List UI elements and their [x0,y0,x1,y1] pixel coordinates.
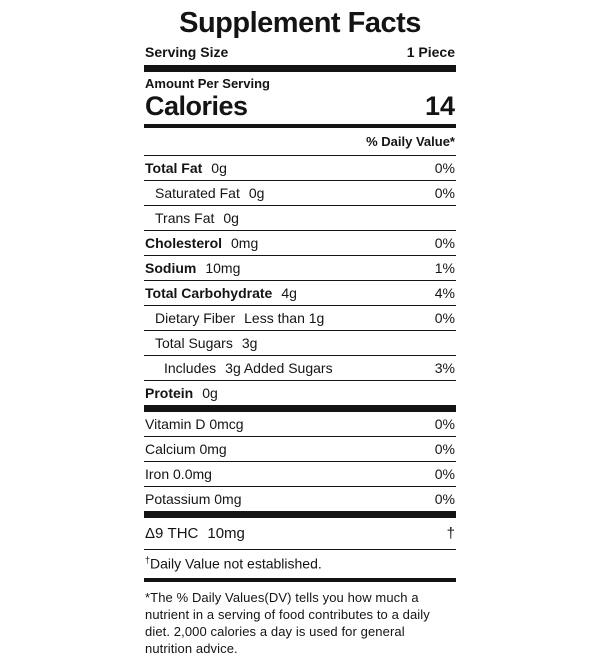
nutrient-amount: 10mg [207,525,245,542]
nutrient-amount: 3g [241,335,258,351]
nutrient-name: Total Carbohydrate [145,285,273,301]
calories-label: Calories [145,91,248,121]
nutrient-daily-value: 4% [434,285,455,301]
nutrient-row-left: Sodium 10mg [145,260,240,276]
nutrient-daily-value: 0% [434,491,455,507]
nutrient-row: Total Carbohydrate 4g 4% [144,281,456,306]
nutrient-daily-value: 3% [434,360,455,376]
nutrient-name: Includes [164,360,217,376]
dagger-text: Daily Value not established. [150,555,322,572]
label-title: Supplement Facts [179,7,421,39]
nutrient-name: Vitamin D 0mcg [145,416,244,432]
nutrient-name: Total Sugars [155,335,233,351]
nutrient-section-vitamins: Vitamin D 0mcg 0% Calcium 0mg 0% Iron 0.0mg 0… [144,412,456,511]
nutrient-amount: 0mg [231,235,259,251]
nutrient-amount: 0g [202,385,218,401]
nutrient-row: Trans Fat 0g [144,206,456,231]
nutrient-daily-value: 1% [434,260,455,276]
nutrient-row: Potassium 0mg 0% [144,487,456,511]
nutrient-row-left: Dietary Fiber Less than 1g [155,310,324,326]
divider-thick [144,511,456,518]
nutrient-amount: 0g [248,185,265,201]
serving-size-row: Serving Size 1 Piece [144,42,456,65]
nutrient-row: Dietary Fiber Less than 1g 0% [144,306,456,331]
nutrient-row: Cholesterol 0mg 0% [144,231,456,256]
divider-thick [144,65,456,72]
calories-row: Calories 14 [144,91,456,124]
nutrient-amount: 0g [223,210,239,226]
nutrient-row-left: Trans Fat 0g [155,210,239,226]
nutrient-row: Saturated Fat 0g 0% [144,181,456,206]
nutrient-row-left: Calcium 0mg [145,441,227,457]
nutrient-name: Trans Fat [155,210,215,226]
serving-size-value: 1 Piece [406,44,455,60]
dagger-symbol: † [145,555,151,565]
nutrient-name: Δ9 THC [145,525,199,542]
calories-value: 14 [424,91,455,121]
nutrient-name: Sodium [145,260,197,276]
nutrient-row-left: Δ9 THC 10mg [145,525,245,542]
dagger-footnote: †Daily Value not established. [144,549,456,582]
nutrient-row: Iron 0.0mg 0% [144,462,456,487]
nutrient-name: Calcium 0mg [145,441,227,457]
nutrient-row: Δ9 THC 10mg † [144,518,456,549]
serving-size-label: Serving Size [145,44,229,60]
nutrient-amount: 10mg [205,260,241,276]
nutrient-row: Calcium 0mg 0% [144,437,456,462]
nutrient-daily-value: 0% [434,416,455,432]
nutrient-row: Includes 3g Added Sugars 3% [144,356,456,381]
nutrient-daily-value: † [446,525,455,542]
nutrient-daily-value: 0% [434,160,455,176]
nutrient-amount: 3g Added Sugars [225,360,333,376]
nutrient-row: Total Fat 0g 0% [144,156,456,181]
nutrient-row: Sodium 10mg 1% [144,256,456,281]
nutrient-row-left: Potassium 0mg [145,491,241,507]
nutrient-row: Protein 0g [144,381,456,405]
nutrient-row-left: Total Fat 0g [145,160,227,176]
nutrient-row-left: Protein 0g [145,385,218,401]
nutrient-daily-value: 0% [434,441,455,457]
nutrient-row-left: Cholesterol 0mg [145,235,258,251]
nutrient-amount: 4g [281,285,297,301]
divider-medium [144,124,456,128]
nutrient-amount: Less than 1g [244,310,325,326]
nutrient-amount: 0g [211,160,227,176]
nutrient-row-left: Vitamin D 0mcg [145,416,244,432]
nutrient-row-left: Total Sugars 3g [155,335,257,351]
nutrient-row-left: Total Carbohydrate 4g [145,285,297,301]
nutrient-daily-value: 0% [434,235,455,251]
daily-value-footnote: *The % Daily Values(DV) tells you how mu… [145,589,430,657]
nutrient-row-left: Saturated Fat 0g [155,185,264,201]
nutrient-row-left: Iron 0.0mg [145,466,212,482]
nutrient-name: Saturated Fat [155,185,240,201]
nutrient-section-thc: Δ9 THC 10mg † [144,518,456,549]
nutrient-section-main: Total Fat 0g 0% Saturated Fat 0g 0% Trans Fat 0… [144,156,456,405]
nutrient-daily-value: 0% [434,310,455,326]
nutrient-name: Iron 0.0mg [145,466,212,482]
nutrient-row-left: Includes 3g Added Sugars [164,360,333,376]
nutrient-name: Cholesterol [145,235,223,251]
divider-thick [144,405,456,412]
daily-value-header: % Daily Value* [144,128,456,156]
nutrient-name: Total Fat [145,160,203,176]
nutrient-row: Total Sugars 3g [144,331,456,356]
nutrient-name: Potassium 0mg [145,491,242,507]
nutrient-daily-value: 0% [434,185,455,201]
nutrient-daily-value: 0% [434,466,455,482]
nutrient-name: Dietary Fiber [155,310,236,326]
nutrient-name: Protein [145,385,194,401]
amount-per-serving-label: Amount Per Serving [145,76,270,91]
supplement-facts-label: Supplement Facts Serving Size 1 Piece Am… [144,0,456,657]
nutrient-row: Vitamin D 0mcg 0% [144,412,456,437]
